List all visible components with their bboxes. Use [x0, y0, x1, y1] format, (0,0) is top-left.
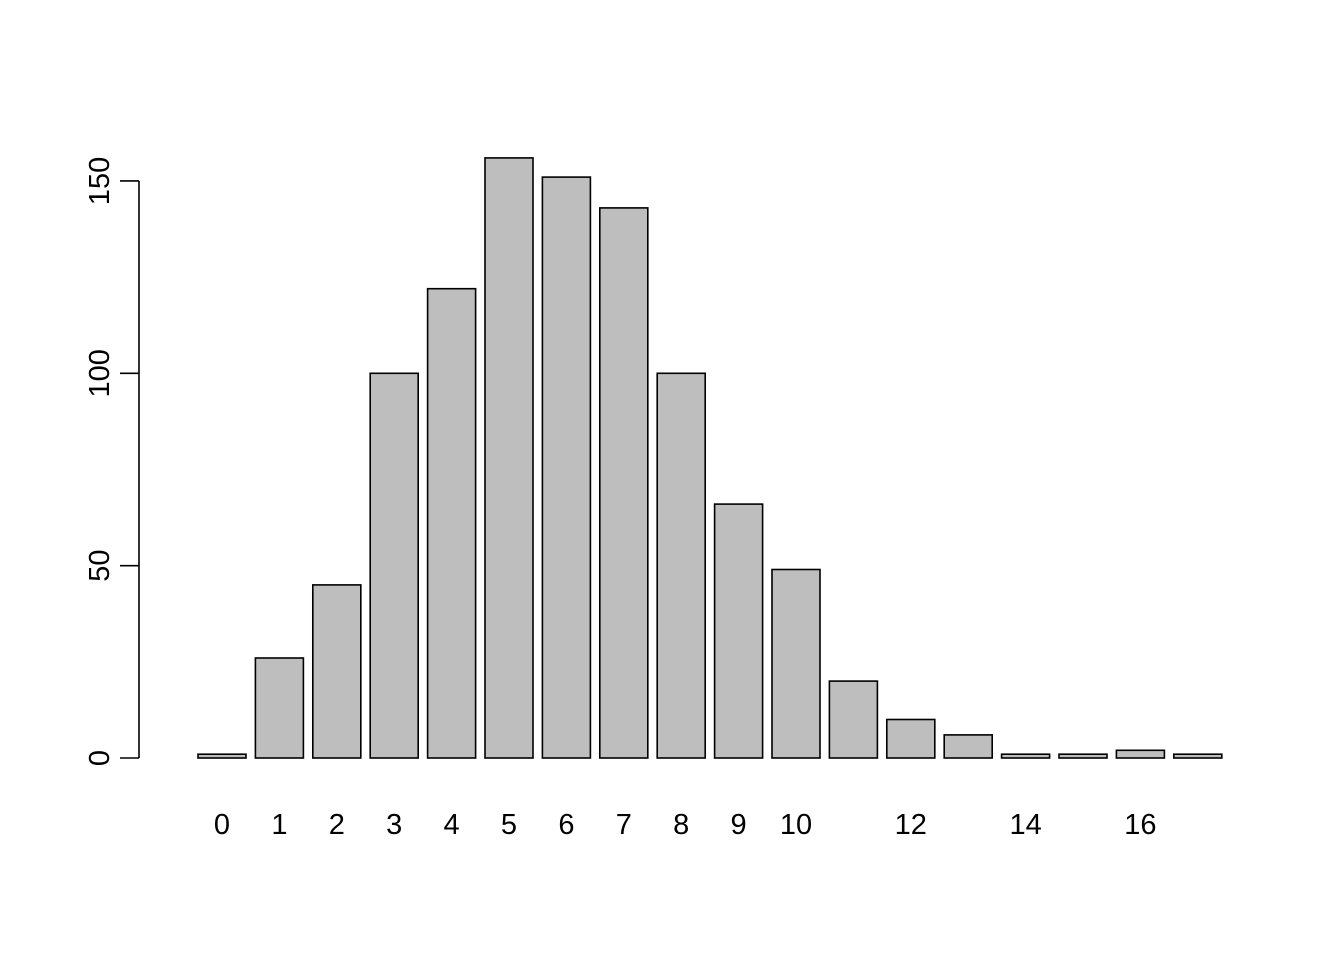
bar-13	[943, 734, 994, 759]
x-tick-label-14: 14	[1009, 809, 1041, 841]
y-axis: 0 50 100 150	[84, 157, 140, 766]
x-tick-label-4: 4	[444, 809, 460, 841]
bar-11	[828, 680, 879, 759]
bar-0	[197, 753, 247, 759]
x-axis-labels: 0 1 2 3 4 5 6 7 8 9 10 12 14 16	[214, 809, 1157, 841]
bar-12	[885, 718, 936, 759]
bar-14	[1000, 753, 1051, 759]
x-tick-label-5: 5	[501, 809, 517, 841]
y-tick-label-0: 0	[84, 750, 116, 766]
bar-10	[771, 568, 821, 759]
bar-7	[598, 207, 649, 759]
x-tick-label-16: 16	[1124, 809, 1156, 841]
bar-3	[369, 372, 420, 759]
x-tick-label-9: 9	[731, 809, 747, 841]
y-tick-label-100: 100	[84, 349, 116, 397]
x-tick-label-2: 2	[329, 809, 345, 841]
x-tick-label-3: 3	[386, 809, 402, 841]
bar-4	[426, 287, 477, 759]
y-tick-label-50: 50	[84, 549, 116, 581]
y-tick-label-150: 150	[84, 157, 116, 205]
bar-15	[1058, 753, 1108, 759]
x-tick-label-12: 12	[895, 809, 927, 841]
bar-17	[1173, 753, 1223, 759]
x-tick-label-1: 1	[271, 809, 287, 841]
bars-layer	[197, 157, 1223, 759]
x-tick-label-8: 8	[673, 809, 689, 841]
bar-16	[1115, 749, 1166, 759]
bar-1	[254, 657, 305, 759]
x-tick-label-10: 10	[780, 809, 812, 841]
x-tick-label-0: 0	[214, 809, 230, 841]
bar-2	[311, 584, 362, 759]
x-tick-label-7: 7	[616, 809, 632, 841]
bar-8	[656, 372, 707, 759]
x-tick-label-6: 6	[558, 809, 574, 841]
bar-6	[541, 176, 592, 759]
bar-9	[713, 503, 764, 759]
bar-5	[484, 157, 534, 759]
